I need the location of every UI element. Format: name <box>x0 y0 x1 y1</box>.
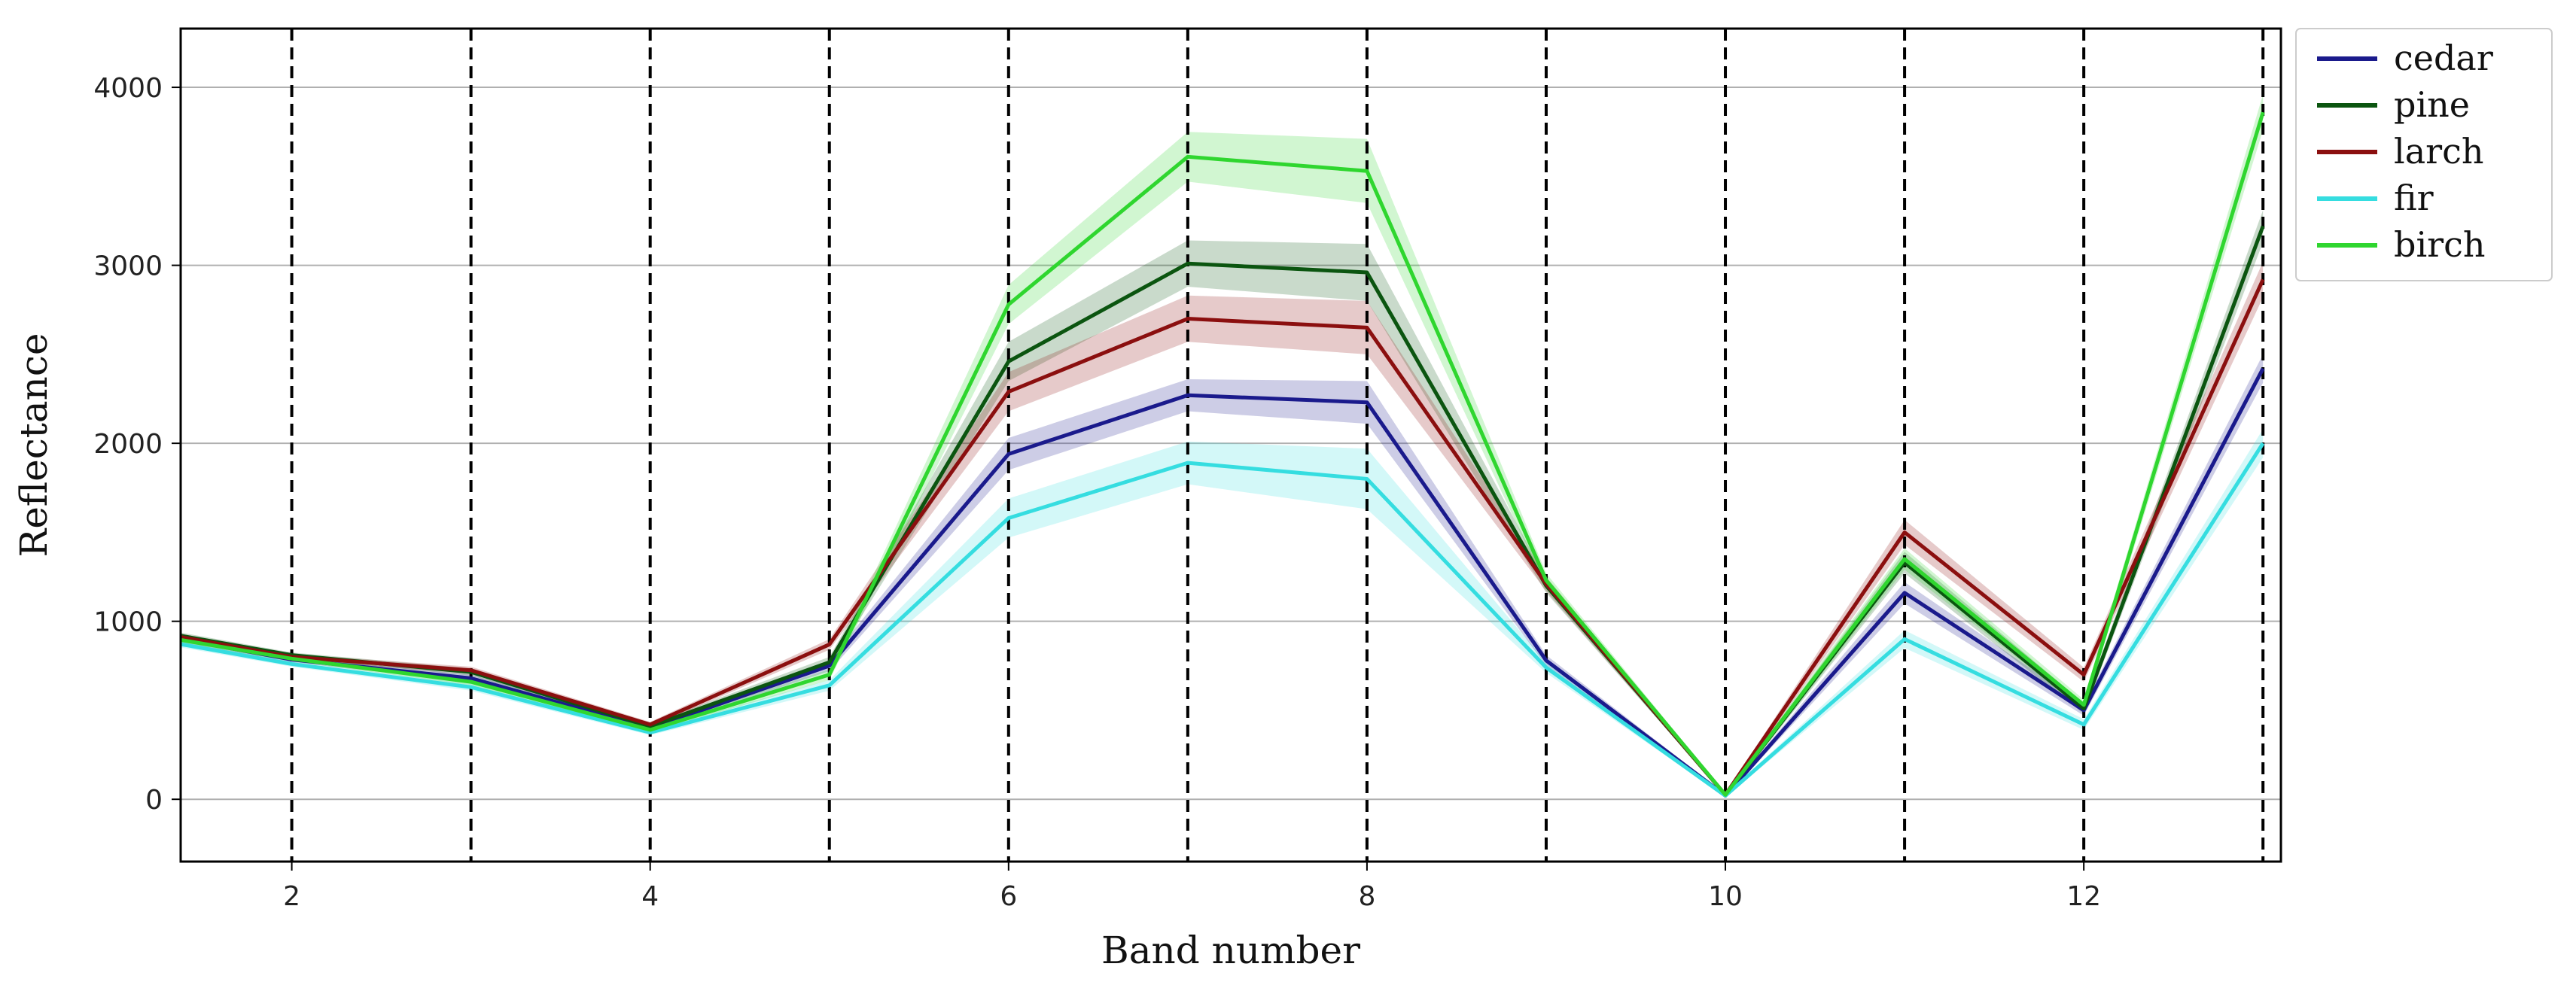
series-line-birch <box>181 111 2265 797</box>
x-tick-label: 10 <box>1708 881 1743 912</box>
series-line-larch <box>181 278 2265 797</box>
x-tick-label: 12 <box>2066 881 2101 912</box>
series-line-cedar <box>181 367 2265 798</box>
x-tick-label: 8 <box>1358 881 1375 912</box>
legend-label-larch: larch <box>2394 131 2484 172</box>
legend-label-birch: birch <box>2394 224 2486 265</box>
x-tick-label: 6 <box>1000 881 1017 912</box>
legend-box <box>2295 28 2553 281</box>
legend-label-pine: pine <box>2394 84 2470 125</box>
y-tick-label: 3000 <box>93 251 163 282</box>
x-axis-title: Band number <box>1101 929 1360 972</box>
legend: cedar pine larch fir birch <box>2295 28 2553 281</box>
y-tick-label: 0 <box>145 785 163 816</box>
y-tick-label: 1000 <box>93 607 163 638</box>
x-tick-label: 4 <box>641 881 659 912</box>
legend-label-cedar: cedar <box>2394 38 2493 78</box>
dashed-band-lines <box>290 29 2265 862</box>
x-tick-label: 2 <box>283 881 300 912</box>
series-lines <box>181 111 2265 798</box>
y-tick-label: 2000 <box>93 429 163 460</box>
legend-label-fir: fir <box>2394 178 2434 218</box>
y-tick-label: 4000 <box>93 73 163 104</box>
series-line-fir <box>181 442 2265 798</box>
y-axis-title: Reflectance <box>12 333 56 558</box>
axis-ticks: 2 4 6 8 10 12 0 1000 2000 3000 4000 <box>93 73 2101 912</box>
plot-frame <box>179 27 2282 863</box>
